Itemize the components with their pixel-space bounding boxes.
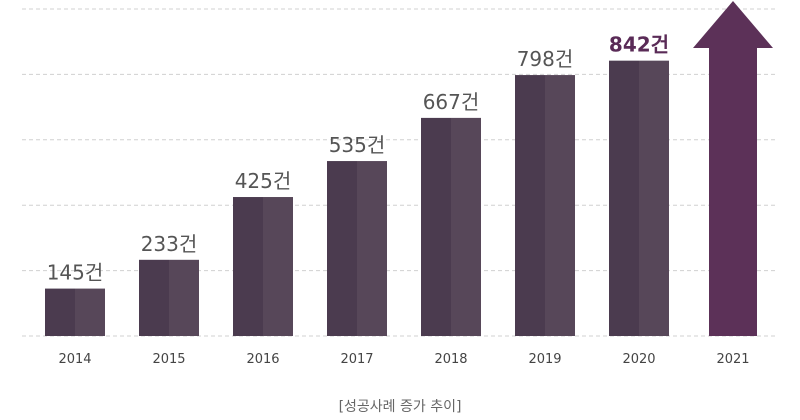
data-labels: 145건 233건 425건 535건 667건 798건 842건 bbox=[47, 33, 669, 285]
bar-left-half bbox=[609, 60, 639, 336]
x-tick-label: 2014 bbox=[58, 352, 91, 367]
bars bbox=[45, 1, 773, 337]
bar bbox=[515, 75, 575, 336]
data-label: 233건 bbox=[141, 232, 198, 256]
bar-right-half bbox=[357, 161, 387, 336]
bar bbox=[139, 259, 199, 336]
growth-arrow bbox=[693, 1, 773, 336]
chart-caption: [성공사례 증가 추이] bbox=[338, 399, 462, 415]
bar-right-half bbox=[75, 288, 105, 336]
data-label: 145건 bbox=[47, 261, 104, 285]
bar-right-half bbox=[451, 117, 481, 337]
bar-right-half bbox=[545, 75, 575, 336]
bar-right-half bbox=[169, 259, 199, 336]
bar-left-half bbox=[139, 259, 169, 336]
bar bbox=[609, 60, 669, 336]
x-tick-label: 2018 bbox=[434, 352, 467, 367]
bar-right-half bbox=[263, 197, 293, 336]
bar bbox=[45, 288, 105, 336]
data-label: 798건 bbox=[517, 47, 574, 71]
bar-left-half bbox=[233, 197, 263, 336]
data-label: 842건 bbox=[609, 33, 669, 57]
bar bbox=[327, 161, 387, 336]
bar-left-half bbox=[515, 75, 545, 336]
data-label: 425건 bbox=[235, 169, 292, 193]
x-tick-label: 2019 bbox=[528, 352, 561, 367]
bar-left-half bbox=[327, 161, 357, 336]
bar-left-half bbox=[421, 117, 451, 337]
data-label: 535건 bbox=[329, 133, 386, 157]
bar-left-half bbox=[45, 288, 75, 336]
x-axis-ticks: 2014 2015 2016 2017 2018 2019 2020 2021 bbox=[58, 352, 749, 367]
bar-right-half bbox=[639, 60, 669, 336]
bar bbox=[421, 117, 481, 337]
x-tick-label: 2016 bbox=[246, 352, 279, 367]
bar bbox=[233, 197, 293, 336]
x-tick-label: 2015 bbox=[152, 352, 185, 367]
x-tick-label: 2017 bbox=[340, 352, 373, 367]
x-tick-label: 2021 bbox=[716, 352, 749, 367]
data-label: 667건 bbox=[423, 90, 480, 114]
x-tick-label: 2020 bbox=[622, 352, 655, 367]
